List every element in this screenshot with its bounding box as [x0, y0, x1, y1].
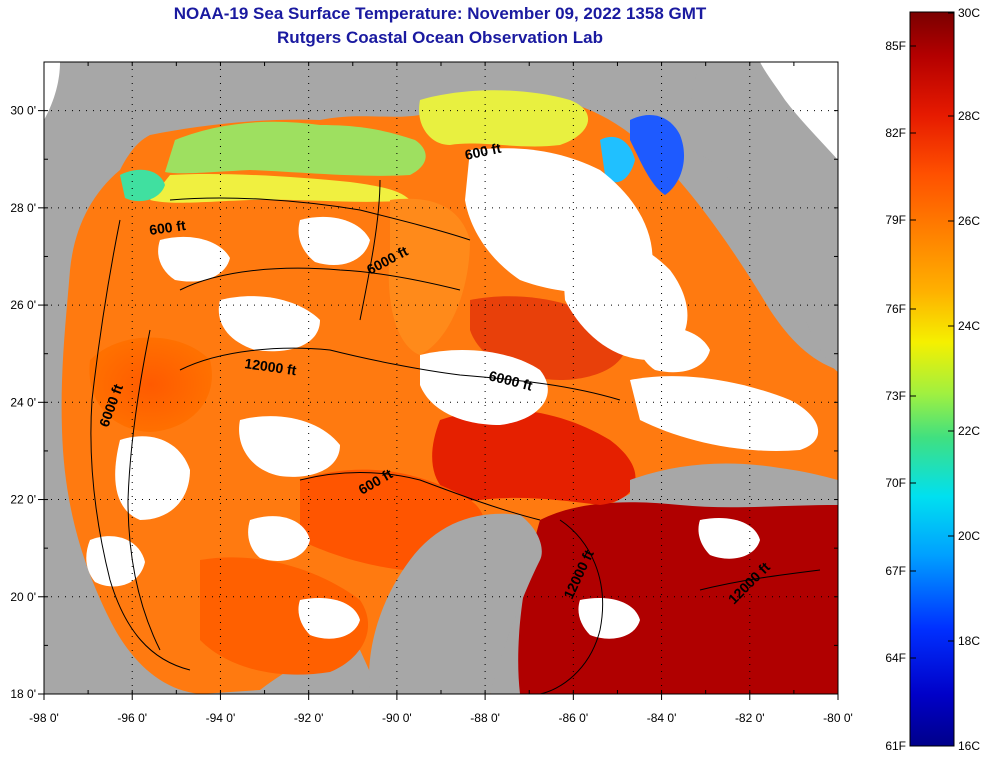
florida-peninsula: [689, 62, 838, 372]
colorbar-c-label: 28C: [958, 109, 980, 123]
map-ticks: -98 0' -96 0' -94 0' -92 0' -90 0' -88 0' -86 …: [10, 61, 853, 725]
lat-tick-label: 22 0': [10, 493, 36, 507]
colorbar-f-label: 82F: [885, 126, 906, 140]
sst-map: 600 ft 600 ft 6000 ft 12000 ft 6000 ft 6…: [10, 61, 853, 725]
colorbar-f-label: 73F: [885, 389, 906, 403]
contour-label: 12000 ft: [244, 355, 298, 378]
colorbar-c-label: 30C: [958, 6, 980, 20]
colorbar-c-label: 16C: [958, 739, 980, 753]
map-title: NOAA-19 Sea Surface Temperature: Novembe…: [173, 4, 707, 23]
colorbar-labels: 85F 82F 79F 76F 73F 70F 67F 64F 61F 30C 28C 26C 24C 2…: [885, 6, 980, 753]
colorbar-c-label: 24C: [958, 319, 980, 333]
lon-tick-label: -86 0': [559, 711, 589, 725]
lat-tick-label: 20 0': [10, 590, 36, 604]
colorbar-f-label: 70F: [885, 476, 906, 490]
colorbar-f-label: 64F: [885, 651, 906, 665]
colorbar-c-label: 20C: [958, 529, 980, 543]
lon-tick-label: -82 0': [735, 711, 765, 725]
bathymetry-contours: [90, 179, 821, 694]
lon-tick-label: -96 0': [117, 711, 147, 725]
contour-label: 600 ft: [148, 217, 187, 238]
lon-tick-label: -98 0': [29, 711, 59, 725]
lat-tick-label: 28 0': [10, 201, 36, 215]
lon-tick-label: -84 0': [647, 711, 677, 725]
lat-tick-label: 24 0': [10, 395, 36, 409]
northern-shelf-cool: [165, 121, 426, 176]
lat-tick-label: 30 0': [10, 104, 36, 118]
colorbar-f-label: 61F: [885, 739, 906, 753]
colorbar-c-label: 18C: [958, 634, 980, 648]
yucatan-land: [369, 513, 542, 694]
lat-tick-label: 26 0': [10, 298, 36, 312]
colorbar-gradient: [909, 11, 955, 747]
colorbar-f-label: 85F: [885, 39, 906, 53]
lon-tick-label: -80 0': [823, 711, 853, 725]
colorbar-f-label: 79F: [885, 213, 906, 227]
colorbar: 85F 82F 79F 76F 73F 70F 67F 64F 61F 30C 28C 26C 24C 2…: [885, 6, 980, 753]
lat-tick-label: 18 0': [10, 687, 36, 701]
yucatan-channel-hot: [518, 502, 838, 694]
mississippi-cool-patch: [419, 90, 589, 147]
colorbar-c-label: 26C: [958, 214, 980, 228]
contour-label: 600 ft: [463, 140, 502, 163]
lon-tick-label: -88 0': [470, 711, 500, 725]
colorbar-c-label: 22C: [958, 424, 980, 438]
lon-tick-label: -94 0': [206, 711, 236, 725]
map-grid: [44, 62, 838, 694]
map-subtitle: Rutgers Coastal Ocean Observation Lab: [277, 28, 603, 47]
lon-tick-label: -92 0': [294, 711, 324, 725]
cloud-cover: [44, 62, 838, 639]
colorbar-f-label: 67F: [885, 564, 906, 578]
colorbar-f-label: 76F: [885, 302, 906, 316]
cuba-land: [630, 463, 838, 505]
lon-tick-label: -90 0': [382, 711, 412, 725]
